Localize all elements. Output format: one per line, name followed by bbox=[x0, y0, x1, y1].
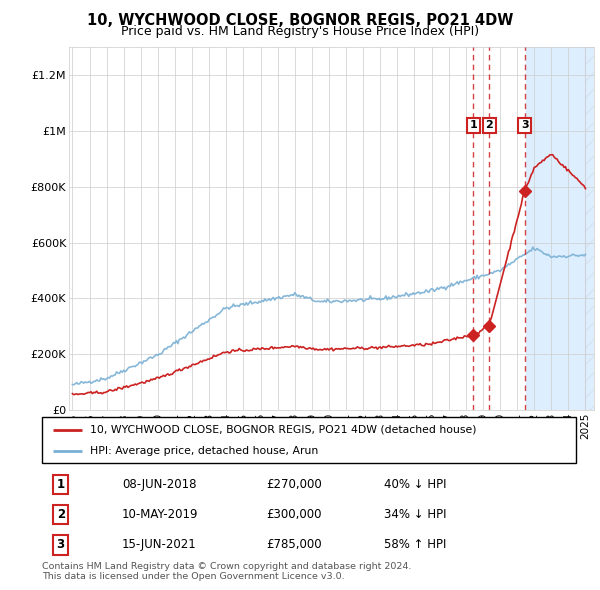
Text: £270,000: £270,000 bbox=[266, 478, 322, 491]
Text: 3: 3 bbox=[56, 538, 65, 551]
Text: HPI: Average price, detached house, Arun: HPI: Average price, detached house, Arun bbox=[90, 445, 319, 455]
Text: £300,000: £300,000 bbox=[266, 508, 322, 521]
Text: £785,000: £785,000 bbox=[266, 538, 322, 551]
Text: 10-MAY-2019: 10-MAY-2019 bbox=[122, 508, 199, 521]
Bar bbox=[526, 47, 600, 410]
Text: Price paid vs. HM Land Registry's House Price Index (HPI): Price paid vs. HM Land Registry's House … bbox=[121, 25, 479, 38]
Text: 2: 2 bbox=[485, 120, 493, 130]
Text: 15-JUN-2021: 15-JUN-2021 bbox=[122, 538, 197, 551]
Text: 58% ↑ HPI: 58% ↑ HPI bbox=[384, 538, 446, 551]
Text: 08-JUN-2018: 08-JUN-2018 bbox=[122, 478, 197, 491]
Text: 1: 1 bbox=[469, 120, 477, 130]
Bar bbox=[586, 47, 600, 410]
Text: 10, WYCHWOOD CLOSE, BOGNOR REGIS, PO21 4DW: 10, WYCHWOOD CLOSE, BOGNOR REGIS, PO21 4… bbox=[87, 13, 513, 28]
Text: Contains HM Land Registry data © Crown copyright and database right 2024.
This d: Contains HM Land Registry data © Crown c… bbox=[42, 562, 412, 581]
Text: 40% ↓ HPI: 40% ↓ HPI bbox=[384, 478, 446, 491]
Text: 34% ↓ HPI: 34% ↓ HPI bbox=[384, 508, 446, 521]
Text: 10, WYCHWOOD CLOSE, BOGNOR REGIS, PO21 4DW (detached house): 10, WYCHWOOD CLOSE, BOGNOR REGIS, PO21 4… bbox=[90, 425, 476, 435]
Text: 3: 3 bbox=[521, 120, 529, 130]
Text: 2: 2 bbox=[56, 508, 65, 521]
Text: 1: 1 bbox=[56, 478, 65, 491]
